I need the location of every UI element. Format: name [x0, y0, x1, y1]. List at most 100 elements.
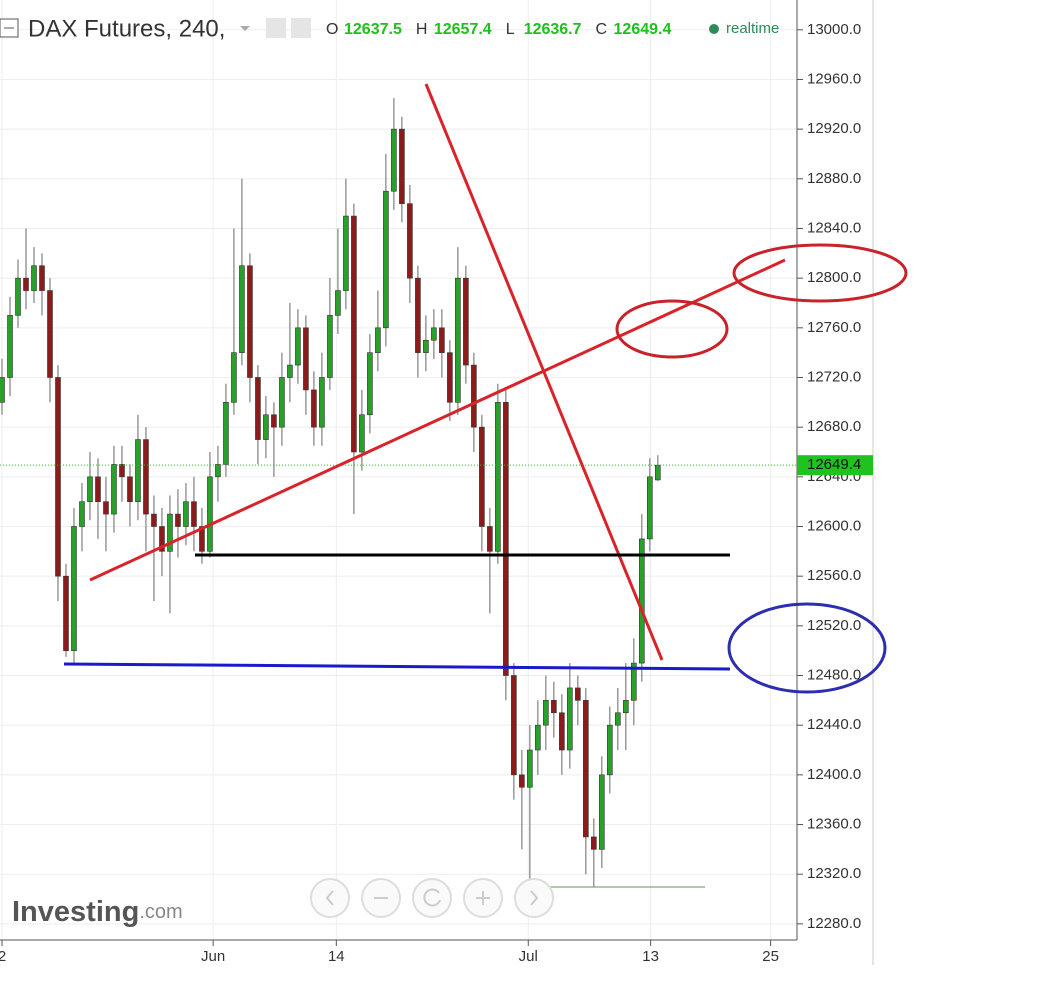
ellipse	[732, 243, 908, 303]
candle-body	[319, 377, 325, 428]
status-dot	[709, 24, 719, 34]
ohlc-key: H	[416, 21, 428, 38]
candle-body	[551, 700, 557, 714]
candle-body	[623, 700, 629, 714]
candle-body	[479, 426, 485, 527]
candle-body	[263, 414, 269, 440]
x-tick-label: 25	[762, 948, 779, 965]
candle-body	[159, 526, 165, 552]
candle-body	[295, 327, 301, 366]
candle-body	[47, 290, 53, 378]
drawings	[63, 83, 786, 888]
falling-trendline	[424, 83, 664, 661]
y-tick-label: 12400.0	[807, 766, 861, 783]
candle-body	[567, 687, 573, 751]
candle-body	[55, 377, 61, 577]
candle-body	[423, 339, 429, 353]
candle-body	[151, 513, 157, 527]
reset-button[interactable]	[412, 878, 452, 918]
ohlc-value: 12657.4	[434, 21, 492, 38]
brand-logo: Investing.com	[12, 896, 183, 928]
candle-body	[79, 501, 85, 527]
candle-body	[207, 476, 213, 552]
y-tick-label: 12800.0	[807, 269, 861, 286]
candle-body	[391, 128, 397, 192]
ohlc-key: C	[596, 21, 608, 38]
candle-body	[407, 203, 413, 279]
candle-body	[287, 364, 293, 378]
status: realtime	[726, 20, 779, 37]
y-tick-label: 12720.0	[807, 368, 861, 385]
candle-body	[167, 513, 173, 552]
x-tick-label: 2	[0, 948, 6, 965]
y-tick-label: 12840.0	[807, 219, 861, 236]
x-tick-label: Jun	[201, 948, 225, 965]
candle-body	[367, 352, 373, 416]
chart-title: DAX Futures, 240,	[28, 15, 225, 42]
candle-body	[111, 464, 117, 515]
candle-body	[0, 377, 5, 403]
candle-body	[175, 513, 181, 527]
ellipse	[727, 602, 887, 694]
brand: Investing	[12, 896, 139, 928]
candle-body	[599, 774, 605, 850]
candle-body	[199, 526, 205, 552]
ohlc-value: 12649.4	[614, 21, 672, 38]
candle-body	[39, 265, 45, 291]
candle-body	[351, 215, 357, 453]
dropdown-arrow[interactable]	[240, 26, 250, 31]
blue-support-line	[63, 662, 731, 671]
candle-body	[15, 277, 21, 316]
y-tick-label: 12760.0	[807, 319, 861, 336]
ohlc-value: 12636.7	[524, 21, 582, 38]
candle-body	[231, 352, 237, 403]
settings-icon[interactable]	[291, 18, 311, 38]
ohlc-value: 12637.5	[344, 21, 402, 38]
y-tick-label: 12960.0	[807, 70, 861, 87]
candle-body	[311, 389, 317, 428]
candle-body	[655, 464, 661, 481]
candle-body	[519, 774, 525, 788]
candle-body	[631, 662, 637, 701]
candle-body	[343, 215, 349, 291]
icon	[325, 890, 334, 906]
y-tick-label: 12680.0	[807, 418, 861, 435]
y-tick-label: 12360.0	[807, 815, 861, 832]
candle-body	[255, 377, 261, 440]
candle-body	[327, 315, 333, 378]
candle-body	[399, 128, 405, 204]
candle-body	[191, 501, 197, 527]
y-tick-label: 12320.0	[807, 865, 861, 882]
x-tick-label: 14	[328, 948, 345, 965]
candle-body	[527, 749, 533, 788]
candle-body	[239, 265, 245, 353]
candle-body	[607, 724, 613, 776]
y-tick-label: 12920.0	[807, 120, 861, 137]
ohlc-key: O	[326, 21, 338, 38]
candle-layer	[0, 98, 797, 887]
candle-body	[127, 476, 133, 502]
candle-body	[247, 265, 253, 378]
candle-body	[103, 501, 109, 515]
settings-icon[interactable]	[266, 18, 286, 38]
candle-body	[119, 464, 125, 478]
rising-trendline	[89, 258, 786, 582]
candle-body	[359, 414, 365, 453]
y-tick-label: 12560.0	[807, 567, 861, 584]
scroll-right-button[interactable]	[514, 878, 554, 918]
candle-body	[279, 377, 285, 428]
y-tick-label: 12880.0	[807, 170, 861, 187]
candle-body	[63, 575, 69, 651]
candle-body	[447, 352, 453, 403]
candle-body	[591, 836, 597, 850]
scroll-left-button[interactable]	[310, 878, 350, 918]
candle-body	[471, 364, 477, 428]
x-tick-label: 13	[642, 948, 659, 965]
axes: 12280.0 12320.0 12360.0 12400.0 12440.0 12480…	[0, 21, 873, 965]
candle-body	[87, 476, 93, 502]
y-tick-label: 12440.0	[807, 716, 861, 733]
candle-body	[215, 464, 221, 478]
y-tick-label: 12600.0	[807, 517, 861, 534]
candle-body	[463, 277, 469, 366]
